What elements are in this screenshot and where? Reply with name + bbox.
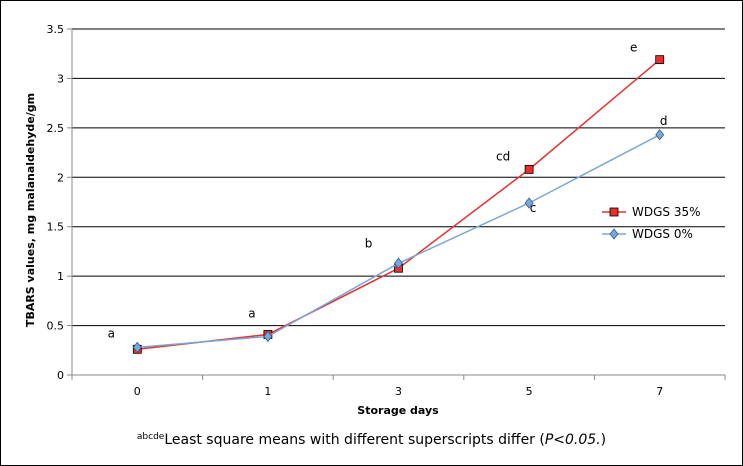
superscript-annotation: c [530, 201, 537, 215]
y-tick-label: 1 [57, 270, 64, 283]
tick-labels: 0 0.5 1 1.5 2 2.5 3 3.5 0 1 3 5 7 [47, 23, 664, 398]
footnote: abcdeLeast square means with different s… [0, 432, 743, 448]
x-tick-label: 0 [134, 385, 141, 398]
y-tick-label: 2 [57, 171, 64, 184]
legend-marker [609, 228, 619, 240]
y-axis-title: TBARS values, mg malanaldehyde/gm [24, 93, 37, 327]
data-point [655, 129, 665, 141]
data-point [263, 330, 273, 343]
x-tick-label: 7 [656, 385, 663, 398]
annotations: a a b cd c e d [108, 41, 668, 341]
y-tick-label: 3 [57, 72, 64, 85]
superscript-annotation: e [630, 41, 637, 55]
legend-marker [609, 207, 619, 217]
gridlines [72, 28, 725, 327]
superscript-annotation: cd [496, 149, 510, 163]
footnote-text: Least square means with different supers… [164, 432, 545, 448]
footnote-superscript: abcde [136, 432, 165, 442]
x-tick-label: 1 [264, 385, 271, 398]
data-point [524, 164, 534, 174]
superscript-annotation: b [365, 236, 373, 250]
legend: WDGS 35% WDGS 0% [602, 205, 701, 241]
data-point [524, 197, 534, 209]
footnote-closing: ) [600, 432, 607, 448]
y-tick-label: 1.5 [47, 221, 65, 234]
x-tick-label: 3 [395, 385, 402, 398]
x-axis-title: Storage days [357, 404, 439, 417]
data-point [132, 341, 142, 353]
axes [67, 28, 726, 380]
superscript-annotation: a [248, 307, 255, 321]
y-tick-label: 3.5 [47, 23, 65, 36]
data-point [393, 257, 404, 269]
superscript-annotation: a [108, 326, 115, 340]
x-tick-label: 5 [526, 385, 533, 398]
data-point [655, 55, 665, 65]
y-tick-label: 0 [57, 369, 64, 382]
legend-label: WDGS 35% [632, 205, 701, 219]
legend-label: WDGS 0% [632, 227, 693, 241]
footnote-pvalue: P<0.05. [544, 432, 601, 448]
series-lines [132, 55, 665, 354]
y-tick-label: 2.5 [47, 122, 65, 135]
superscript-annotation: d [660, 114, 668, 128]
y-tick-label: 0.5 [47, 320, 65, 333]
